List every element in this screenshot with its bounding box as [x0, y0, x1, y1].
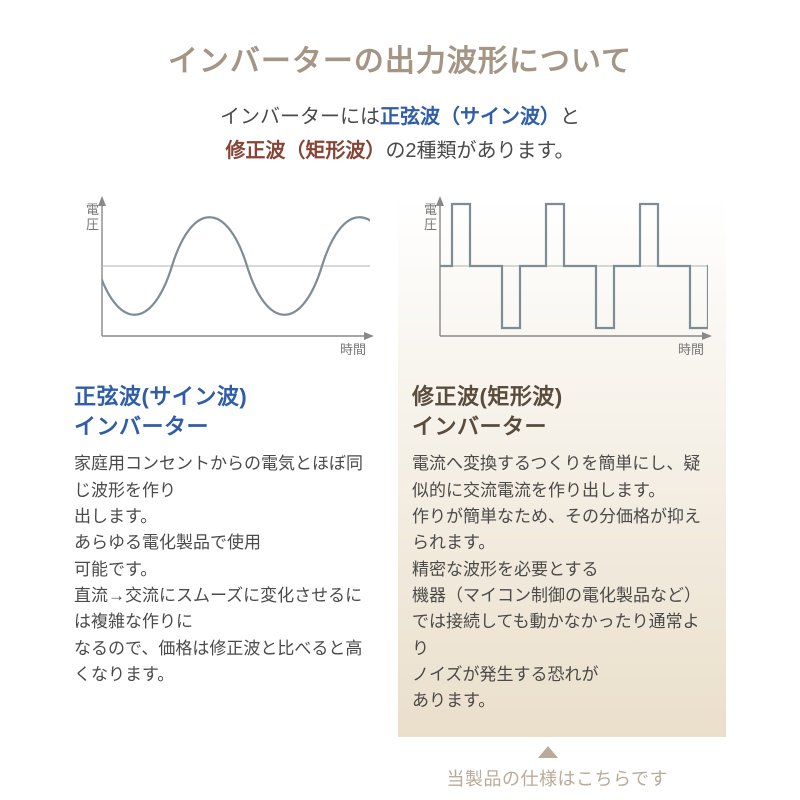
svg-text:時間: 時間 [340, 342, 366, 357]
column-square: 電圧時間 修正波(矩形波) インバーター 電流へ変換するつくりを簡単にし、疑似的… [398, 196, 726, 737]
cta-label[interactable]: 当製品の仕様はこちらです [60, 765, 668, 791]
columns: 電圧時間 正弦波(サイン波) インバーター 家庭用コンセントからの電気とほぼ同じ… [60, 196, 740, 737]
square-body: 電流へ変換するつくりを簡単にし、疑似的に交流電流を作り出します。作りが簡単なため… [412, 451, 712, 714]
sine-title-line: 正弦波(サイン波) [74, 384, 247, 409]
intro-emph-sine: 正弦波（サイン波） [380, 106, 560, 128]
svg-text:電: 電 [424, 202, 437, 217]
intro-part: の2種類があります。 [385, 140, 574, 162]
column-sine: 電圧時間 正弦波(サイン波) インバーター 家庭用コンセントからの電気とほぼ同じ… [74, 196, 374, 737]
square-chart: 電圧時間 [412, 196, 712, 366]
sine-body: 家庭用コンセントからの電気とほぼ同じ波形を作り出します。あらゆる電化製品で使用可… [74, 451, 374, 688]
page-title: インバーターの出力波形について [60, 36, 740, 80]
intro-text: インバーターには正弦波（サイン波）と 修正波（矩形波）の2種類があります。 [60, 100, 740, 168]
sine-chart: 電圧時間 [74, 196, 374, 366]
svg-text:圧: 圧 [86, 217, 99, 232]
square-title-line: インバーター [412, 414, 547, 439]
intro-part: インバーターには [220, 106, 380, 128]
intro-emph-square: 修正波（矩形波） [225, 140, 385, 162]
intro-part: と [560, 106, 580, 128]
sine-title: 正弦波(サイン波) インバーター [74, 382, 374, 441]
svg-text:時間: 時間 [678, 342, 704, 357]
svg-text:圧: 圧 [424, 217, 437, 232]
cta-row: 当製品の仕様はこちらです [60, 745, 740, 791]
square-title: 修正波(矩形波) インバーター [412, 382, 712, 441]
svg-text:電: 電 [86, 202, 99, 217]
triangle-up-icon [538, 746, 558, 758]
page: インバーターの出力波形について インバーターには正弦波（サイン波）と 修正波（矩… [0, 0, 800, 791]
square-title-line: 修正波(矩形波) [412, 384, 563, 409]
sine-title-line: インバーター [74, 414, 209, 439]
